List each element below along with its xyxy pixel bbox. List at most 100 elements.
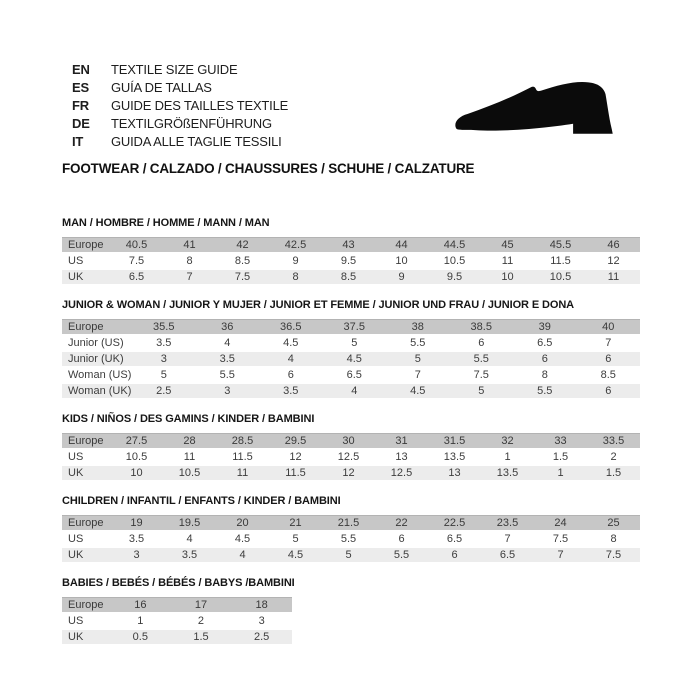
- row-label: UK: [62, 270, 110, 284]
- size-cell: 8.5: [322, 270, 375, 284]
- size-cell: 10.5: [428, 254, 481, 268]
- size-cell: 5.5: [513, 384, 577, 398]
- size-cell: 35.5: [132, 319, 196, 334]
- size-cell: 6: [576, 384, 640, 398]
- size-cell: 23.5: [481, 515, 534, 530]
- language-row-en: EN TEXTILE SIZE GUIDE: [72, 60, 288, 78]
- size-cell: 43: [322, 237, 375, 252]
- size-cell: 9: [375, 270, 428, 284]
- size-cell: 4: [322, 384, 386, 398]
- language-title-list: EN TEXTILE SIZE GUIDE ES GUÍA DE TALLAS …: [72, 60, 288, 150]
- size-cell: 3.5: [259, 384, 323, 398]
- size-cell: 5: [449, 384, 513, 398]
- size-cell: 5.5: [386, 336, 450, 350]
- language-title: TEXTILGRÖßENFÜHRUNG: [111, 115, 272, 131]
- size-cell: 8.5: [216, 254, 269, 268]
- table-row: Europe 16 17 18: [62, 597, 292, 612]
- size-cell: 11: [163, 450, 216, 464]
- size-cell: 18: [231, 597, 292, 612]
- size-cell: 13: [428, 466, 481, 480]
- size-cell: 8: [163, 254, 216, 268]
- size-cell: 28.5: [216, 433, 269, 448]
- size-cell: 2.5: [132, 384, 196, 398]
- size-cell: 4: [163, 532, 216, 546]
- size-cell: 44.5: [428, 237, 481, 252]
- size-cell: 37.5: [322, 319, 386, 334]
- size-cell: 3.5: [132, 336, 196, 350]
- size-cell: 38.5: [449, 319, 513, 334]
- size-section: JUNIOR & WOMAN / JUNIOR Y MUJER / JUNIOR…: [62, 299, 640, 400]
- size-cell: 2.5: [231, 630, 292, 644]
- size-cell: 41: [163, 237, 216, 252]
- size-section: CHILDREN / INFANTIL / ENFANTS / KINDER /…: [62, 495, 640, 564]
- table-row: UK 10 10.5 11 11.5 12 12.5 13 13.5 1 1.5: [62, 466, 640, 480]
- size-cell: 8: [513, 368, 577, 382]
- row-label: Junior (UK): [62, 352, 132, 366]
- size-cell: 40: [576, 319, 640, 334]
- size-cell: 12.5: [375, 466, 428, 480]
- size-cell: 24: [534, 515, 587, 530]
- size-cell: 9: [269, 254, 322, 268]
- size-table: Europe 40.5 41 42 42.5 43 44 44.5 45 45.5 46 US 7.5 8…: [62, 235, 640, 286]
- size-table: Europe 35.5 36 36.5 37.5 38 38.5 39 40 Junior (US…: [62, 317, 640, 400]
- table-row: Europe 19 19.5 20 21 21.5 22 22.5 23.5 24 25: [62, 515, 640, 530]
- size-cell: 31: [375, 433, 428, 448]
- size-cell: 21: [269, 515, 322, 530]
- row-label: Woman (UK): [62, 384, 132, 398]
- size-cell: 28: [163, 433, 216, 448]
- size-cell: 42: [216, 237, 269, 252]
- size-cell: 31.5: [428, 433, 481, 448]
- size-cell: 11.5: [534, 254, 587, 268]
- size-cell: 46: [587, 237, 640, 252]
- table-row: UK 6.5 7 7.5 8 8.5 9 9.5 10 10.5 11: [62, 270, 640, 284]
- size-cell: 12: [587, 254, 640, 268]
- size-cell: 4.5: [259, 336, 323, 350]
- size-cell: 7.5: [587, 548, 640, 562]
- row-label: UK: [62, 466, 110, 480]
- shoe-icon: [455, 81, 613, 134]
- size-cell: 6.5: [322, 368, 386, 382]
- row-label: UK: [62, 630, 110, 644]
- table-row: UK 0.5 1.5 2.5: [62, 630, 292, 644]
- size-cell: 1.5: [170, 630, 232, 644]
- table-row: US 10.5 11 11.5 12 12.5 13 13.5 1 1.5 2: [62, 450, 640, 464]
- size-cell: 4: [195, 336, 259, 350]
- section-title: CHILDREN / INFANTIL / ENFANTS / KINDER /…: [62, 495, 341, 507]
- size-tables-container: MAN / HOMBRE / HOMME / MANN / MAN Europe 4…: [62, 217, 640, 646]
- size-cell: 22.5: [428, 515, 481, 530]
- size-cell: 8: [587, 532, 640, 546]
- size-section: BABIES / BEBÉS / BÉBÉS / BABYS /BAMBINI E…: [62, 577, 640, 646]
- table-row: UK 3 3.5 4 4.5 5 5.5 6 6.5 7 7.5: [62, 548, 640, 562]
- size-cell: 1.5: [587, 466, 640, 480]
- table-row: Europe 27.5 28 28.5 29.5 30 31 31.5 32 33 33.5: [62, 433, 640, 448]
- size-cell: 10.5: [534, 270, 587, 284]
- size-cell: 5.5: [195, 368, 259, 382]
- size-cell: 2: [587, 450, 640, 464]
- category-heading: FOOTWEAR / CALZADO / CHAUSSURES / SCHUHE…: [62, 161, 475, 176]
- size-cell: 30: [322, 433, 375, 448]
- size-cell: 7: [481, 532, 534, 546]
- size-cell: 7: [534, 548, 587, 562]
- size-cell: 45: [481, 237, 534, 252]
- size-cell: 9.5: [322, 254, 375, 268]
- table-row: Junior (US) 3.5 4 4.5 5 5.5 6 6.5 7: [62, 336, 640, 350]
- language-code: IT: [72, 133, 84, 149]
- size-cell: 6.5: [481, 548, 534, 562]
- row-label: Woman (US): [62, 368, 132, 382]
- size-cell: 45.5: [534, 237, 587, 252]
- size-cell: 13.5: [428, 450, 481, 464]
- size-cell: 11: [216, 466, 269, 480]
- size-table: Europe 27.5 28 28.5 29.5 30 31 31.5 32 33 33.5 US 10…: [62, 431, 640, 482]
- size-cell: 16: [110, 597, 171, 612]
- size-cell: 20: [216, 515, 269, 530]
- size-cell: 3: [110, 548, 163, 562]
- size-cell: 10: [481, 270, 534, 284]
- language-row-it: IT GUIDA ALLE TAGLIE TESSILI: [72, 132, 288, 150]
- section-title: KIDS / NIÑOS / DES GAMINS / KINDER / BAM…: [62, 413, 315, 425]
- size-cell: 7: [576, 336, 640, 350]
- size-cell: 32: [481, 433, 534, 448]
- row-label: Junior (US): [62, 336, 132, 350]
- size-cell: 11.5: [216, 450, 269, 464]
- size-cell: 22: [375, 515, 428, 530]
